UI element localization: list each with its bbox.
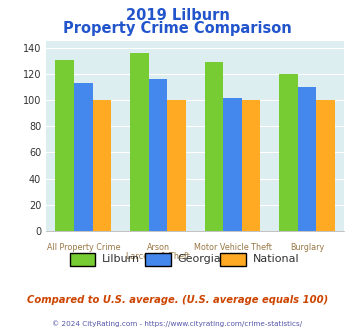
Text: Burglary: Burglary [290, 243, 324, 252]
Text: All Property Crime: All Property Crime [47, 243, 120, 252]
Bar [223, 98, 242, 231]
Bar [93, 100, 111, 231]
Bar [316, 100, 335, 231]
Bar [130, 53, 149, 231]
Bar [279, 74, 298, 231]
Text: Arson: Arson [147, 243, 169, 252]
Text: Compared to U.S. average. (U.S. average equals 100): Compared to U.S. average. (U.S. average … [27, 295, 328, 305]
Text: 2019 Lilburn: 2019 Lilburn [126, 8, 229, 23]
Bar [74, 83, 93, 231]
Bar [242, 100, 261, 231]
Bar [149, 79, 167, 231]
Text: Larceny & Theft: Larceny & Theft [126, 252, 190, 261]
Bar [204, 62, 223, 231]
Text: National: National [252, 254, 299, 264]
Bar [298, 87, 316, 231]
Text: Motor Vehicle Theft: Motor Vehicle Theft [193, 243, 272, 252]
Text: Georgia: Georgia [177, 254, 221, 264]
Text: © 2024 CityRating.com - https://www.cityrating.com/crime-statistics/: © 2024 CityRating.com - https://www.city… [53, 321, 302, 327]
Text: Property Crime Comparison: Property Crime Comparison [63, 21, 292, 36]
Bar [55, 60, 74, 231]
Text: Lilburn: Lilburn [102, 254, 140, 264]
Bar [167, 100, 186, 231]
